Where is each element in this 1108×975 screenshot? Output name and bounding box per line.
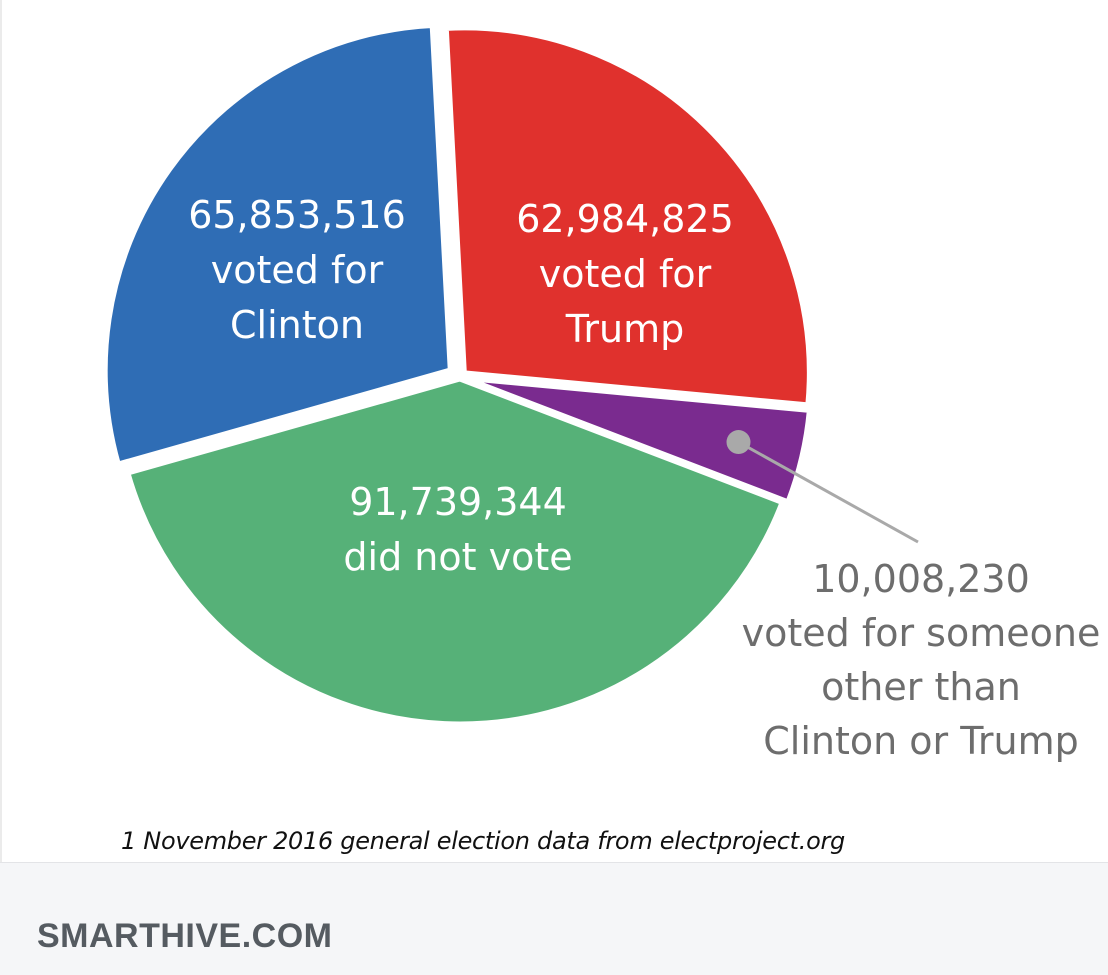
pie-chart: 62,984,825 voted for Trump 91,739,344 did no… — [102, 22, 1101, 763]
slice-trump — [443, 25, 812, 408]
site-footer — [0, 862, 1108, 975]
callout-leader-line — [737, 440, 919, 544]
card-left-border — [0, 0, 2, 862]
slice-did-not-vote-label: 91,739,344 did not vote — [343, 480, 572, 579]
slice-clinton-label: 65,853,516 voted for Clinton — [188, 193, 406, 347]
slice-trump-label: 62,984,825 voted for Trump — [516, 197, 734, 351]
slice-did-not-vote — [125, 376, 785, 727]
slice-clinton — [102, 22, 453, 467]
chart-footnote: 1 November 2016 general election data fr… — [121, 827, 845, 855]
slice-other — [463, 375, 812, 505]
footer-domain-link[interactable]: SMARTHIVE.COM — [37, 917, 333, 955]
slice-other-callout-label: 10,008,230 voted for someone other than Cli… — [742, 557, 1101, 763]
callout — [726, 430, 919, 544]
callout-marker-dot — [726, 430, 751, 455]
slice-labels: 62,984,825 voted for Trump 91,739,344 did no… — [188, 193, 1100, 763]
pie-slices — [102, 22, 812, 727]
